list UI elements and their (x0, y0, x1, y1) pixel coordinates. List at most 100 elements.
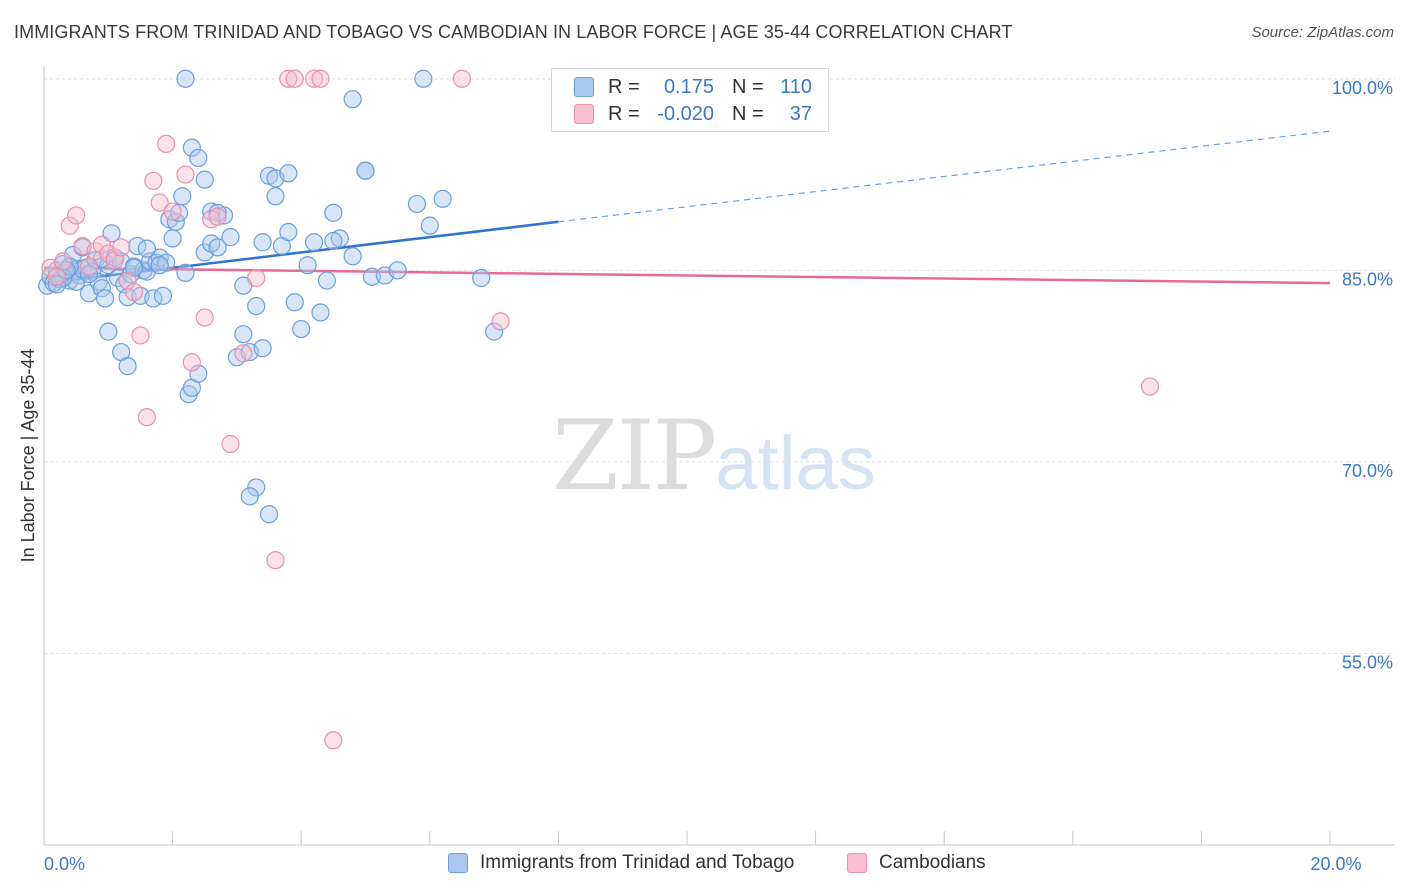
point-cambodians (266, 551, 285, 570)
correlation-legend: R = 0.175 N = 110 R = -0.020 N = 37 (551, 68, 829, 132)
point-cambodians (150, 193, 169, 212)
point-cambodians (452, 69, 472, 88)
watermark-atlas: atlas (715, 421, 876, 506)
point-immigrants (173, 187, 192, 206)
point-immigrants (208, 238, 227, 257)
series-legend-label: Cambodians (879, 852, 986, 873)
x-tick-label: 20.0% (1310, 854, 1361, 874)
point-immigrants (253, 233, 272, 252)
point-immigrants (259, 505, 279, 524)
series-legend-swatch-cambodians (847, 853, 867, 873)
point-immigrants (356, 161, 375, 180)
point-immigrants (95, 289, 115, 308)
watermark: ZIPatlas (552, 400, 876, 512)
grid-lines (44, 78, 1395, 654)
point-immigrants (362, 267, 382, 286)
point-immigrants (234, 325, 253, 344)
axes (43, 66, 1395, 846)
point-cambodians (1140, 377, 1160, 396)
data-points (38, 69, 1160, 750)
point-immigrants (485, 322, 504, 341)
point-immigrants (137, 239, 156, 258)
point-cambodians (144, 171, 163, 191)
point-immigrants (147, 253, 166, 272)
legend-r-label: R = (608, 102, 640, 125)
point-immigrants (298, 256, 317, 275)
point-cambodians (304, 69, 324, 88)
legend-n-label: N = (732, 75, 764, 98)
point-immigrants (163, 229, 182, 248)
point-cambodians (182, 353, 201, 372)
point-immigrants (221, 228, 240, 247)
legend-swatch-immigrants (574, 77, 594, 97)
legend-r-label: R = (608, 75, 640, 98)
legend-row-cambodians: R = -0.020 N = 37 (574, 101, 812, 127)
y-axis-label: In Labor Force | Age 35-44 (18, 349, 38, 563)
point-cambodians (176, 165, 195, 184)
y-tick-label: 100.0% (1332, 78, 1393, 98)
x-tick-label: 0.0% (44, 854, 85, 874)
point-cambodians (195, 308, 214, 327)
trend-line-immigrants-extension (558, 130, 1331, 223)
legend-row-immigrants: R = 0.175 N = 110 (574, 74, 812, 100)
legend-r-value: 0.175 (663, 75, 714, 98)
point-immigrants (292, 319, 311, 339)
point-immigrants (343, 90, 362, 109)
point-cambodians (118, 271, 137, 290)
point-immigrants (472, 268, 491, 288)
legend-n-value: 110 (780, 75, 812, 98)
point-immigrants (189, 364, 208, 383)
point-immigrants (176, 263, 195, 282)
series-legend-immigrants: Immigrants from Trinidad and Tobago (448, 852, 794, 874)
point-immigrants (311, 303, 330, 322)
series-legend-label: Immigrants from Trinidad and Tobago (480, 852, 795, 873)
chart-title: IMMIGRANTS FROM TRINIDAD AND TOBAGO VS C… (14, 22, 1013, 42)
point-cambodians (124, 282, 144, 302)
point-cambodians (491, 312, 510, 331)
watermark-zip: ZIP (552, 400, 717, 512)
point-immigrants (420, 216, 439, 235)
series-legend-cambodians: Cambodians (847, 852, 986, 874)
tick-labels: 55.0% 70.0% 85.0% 100.0% 0.0% 20.0% In Labor F… (18, 78, 1393, 874)
y-tick-label: 85.0% (1342, 269, 1393, 289)
point-immigrants (279, 164, 298, 183)
point-immigrants (150, 256, 169, 275)
point-immigrants (247, 478, 266, 497)
point-cambodians (311, 69, 330, 88)
point-immigrants (247, 296, 266, 316)
point-immigrants (176, 69, 195, 88)
legend-n-value: 37 (789, 102, 812, 125)
legend-r-value: -0.020 (657, 102, 714, 125)
point-immigrants (92, 279, 111, 298)
point-cambodians (54, 252, 73, 271)
point-immigrants (407, 194, 427, 214)
point-immigrants (324, 231, 343, 251)
y-tick-label: 70.0% (1342, 461, 1393, 481)
point-immigrants (285, 293, 304, 312)
point-cambodians (221, 434, 240, 454)
point-cambodians (137, 408, 156, 427)
point-cambodians (131, 326, 150, 345)
point-immigrants (279, 222, 298, 242)
point-cambodians (208, 207, 227, 226)
point-cambodians (234, 344, 253, 363)
legend-swatch-cambodians (574, 104, 594, 124)
point-immigrants (304, 233, 324, 252)
point-cambodians (163, 202, 182, 221)
point-immigrants (189, 148, 208, 168)
point-cambodians (285, 69, 304, 88)
point-immigrants (153, 286, 173, 305)
point-cambodians (247, 268, 266, 288)
point-immigrants (118, 357, 137, 376)
chart-source: Source: ZipAtlas.com (1251, 24, 1394, 41)
point-cambodians (157, 134, 176, 153)
point-immigrants (182, 138, 201, 157)
point-immigrants (343, 247, 362, 266)
point-cambodians (79, 257, 99, 276)
series-legend: Immigrants from Trinidad and Tobago Camb… (0, 852, 1406, 878)
point-immigrants (79, 265, 99, 284)
point-cambodians (324, 731, 343, 750)
point-cambodians (67, 206, 86, 225)
point-immigrants (253, 339, 272, 358)
point-immigrants (388, 261, 407, 280)
